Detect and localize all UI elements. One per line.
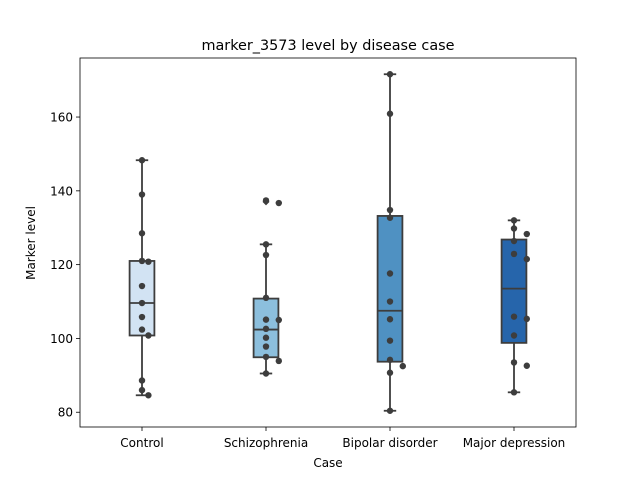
data-point [510, 237, 518, 245]
data-point [145, 332, 152, 339]
data-point [386, 270, 394, 277]
box-group-bipolar-disorder [376, 71, 406, 414]
data-point [262, 241, 270, 248]
data-point [262, 353, 270, 361]
data-point [138, 191, 146, 198]
data-point [262, 316, 270, 323]
data-point [386, 369, 394, 376]
data-point [386, 110, 394, 117]
data-point [262, 197, 270, 204]
data-point [510, 359, 518, 366]
data-point [510, 313, 518, 320]
x-tick-label: Schizophrenia [224, 436, 308, 450]
y-tick-label: 120 [50, 258, 73, 272]
chart-title: marker_3573 level by disease case [201, 38, 454, 54]
box-group-major-depression [500, 217, 530, 396]
data-point [138, 313, 146, 321]
data-point [138, 157, 146, 164]
data-point [262, 334, 270, 341]
data-point [399, 362, 406, 370]
plot-area [79, 57, 577, 428]
data-point [275, 199, 282, 207]
box-group-schizophrenia [252, 197, 282, 377]
data-point [145, 258, 152, 265]
data-point [523, 255, 530, 263]
data-point [275, 357, 282, 365]
box [376, 215, 404, 363]
data-point [510, 250, 518, 258]
data-point [138, 230, 146, 237]
data-point [510, 389, 518, 396]
data-point [386, 214, 394, 221]
x-tick-label: Control [120, 436, 163, 450]
data-point [523, 230, 530, 238]
data-point [510, 225, 518, 232]
data-point [523, 362, 530, 369]
data-point [262, 294, 270, 302]
data-point [138, 257, 146, 265]
y-tick-label: 100 [50, 332, 73, 346]
data-point [510, 217, 518, 224]
data-point [262, 343, 270, 350]
data-point [145, 392, 152, 399]
data-point [262, 325, 270, 333]
x-axis: Control Schizophrenia Bipolar disorder Majo… [120, 427, 565, 450]
data-point [386, 337, 394, 344]
box [128, 260, 156, 337]
data-point [262, 251, 270, 259]
data-point [138, 386, 146, 394]
box-group-control [128, 157, 156, 399]
data-point [386, 316, 394, 323]
data-point [386, 71, 394, 78]
data-point [510, 332, 518, 339]
y-tick-label: 160 [50, 111, 73, 125]
x-tick-label: Major depression [463, 436, 566, 450]
data-point [138, 377, 146, 384]
data-point [275, 316, 282, 324]
y-tick-label: 140 [50, 184, 73, 198]
data-point [138, 326, 146, 333]
y-axis-label: Marker level [24, 206, 38, 280]
y-axis: 80 100 120 140 160 [50, 111, 80, 420]
data-point [138, 299, 146, 307]
x-axis-label: Case [313, 456, 342, 470]
data-point [386, 356, 394, 364]
y-tick-label: 80 [58, 406, 73, 420]
data-point [386, 298, 394, 305]
axes-frame [79, 57, 577, 428]
x-tick-label: Bipolar disorder [342, 436, 437, 450]
data-point [386, 407, 394, 414]
data-point [523, 315, 530, 323]
data-point [386, 206, 394, 214]
data-point [138, 282, 146, 290]
data-point [262, 370, 270, 377]
